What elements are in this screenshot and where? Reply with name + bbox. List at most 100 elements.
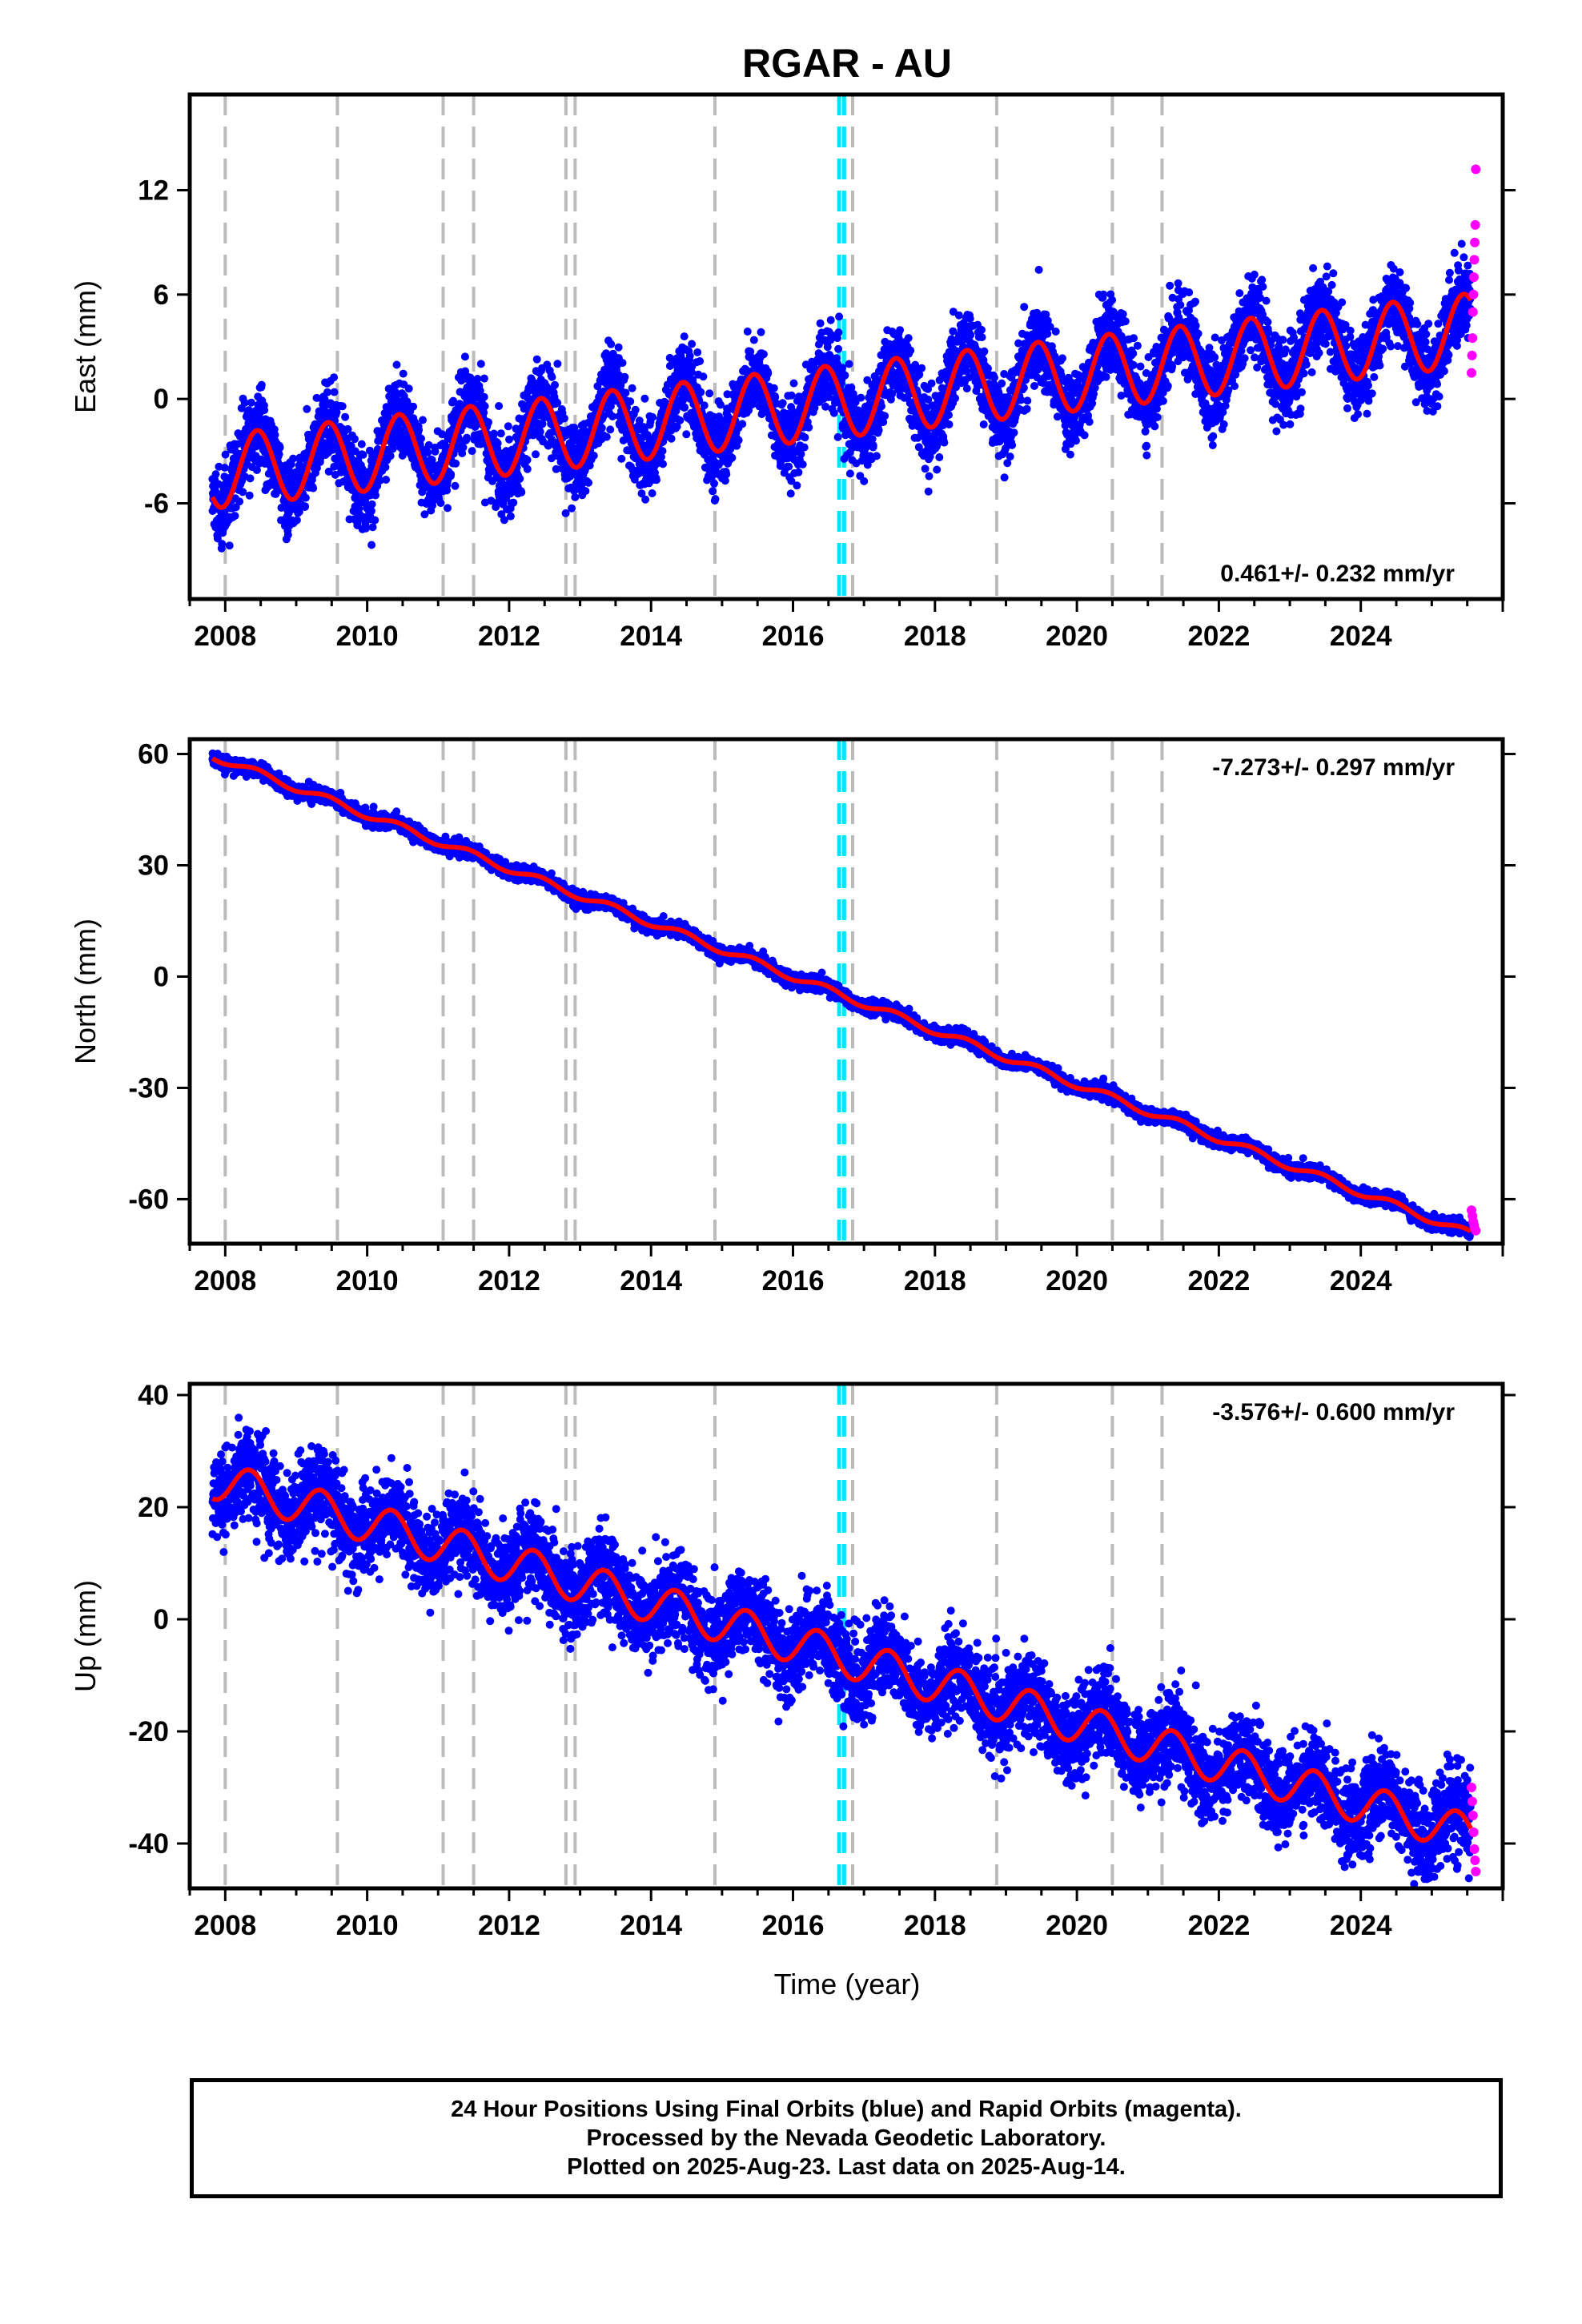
final-point (681, 403, 689, 412)
final-point (1163, 381, 1172, 390)
final-point (1133, 341, 1142, 350)
final-point (561, 509, 570, 517)
final-point (231, 503, 240, 512)
final-point (386, 452, 395, 460)
final-point (1102, 372, 1110, 381)
final-point (778, 399, 787, 408)
final-point (978, 333, 986, 342)
final-point (769, 384, 778, 392)
final-point (1129, 360, 1138, 369)
final-point (794, 468, 803, 476)
final-point (787, 391, 796, 400)
final-point (746, 348, 755, 356)
final-point (940, 438, 949, 447)
final-point (295, 508, 303, 516)
final-point (759, 350, 768, 359)
final-point (628, 384, 636, 392)
final-point (798, 460, 807, 468)
final-point (301, 502, 310, 511)
final-point (359, 450, 367, 459)
final-point (240, 398, 249, 407)
final-point (857, 393, 865, 402)
final-point (457, 373, 466, 382)
final-point (881, 412, 889, 420)
final-point (606, 425, 615, 434)
final-point (452, 459, 460, 468)
final-point (584, 478, 592, 487)
final-point (1043, 329, 1052, 338)
final-point (966, 331, 975, 340)
final-point (1023, 396, 1032, 405)
final-point (357, 440, 366, 448)
final-point (275, 443, 284, 452)
final-point (658, 447, 667, 456)
final-point (536, 428, 544, 436)
final-point (676, 416, 685, 424)
final-point (834, 328, 843, 337)
final-point (710, 479, 718, 488)
final-point (225, 541, 234, 550)
final-point (648, 412, 657, 421)
final-point (1108, 296, 1117, 304)
final-point (1142, 451, 1151, 460)
final-point (523, 456, 532, 464)
final-point (860, 476, 869, 485)
final-point (476, 360, 485, 368)
final-point (277, 504, 286, 512)
final-point (338, 402, 347, 411)
chart-title: RGAR - AU (742, 41, 952, 86)
final-point (845, 360, 853, 368)
final-point (332, 408, 341, 416)
final-point (617, 454, 626, 463)
final-point (323, 388, 331, 396)
final-point (568, 504, 576, 513)
final-point (743, 328, 752, 336)
final-point (500, 516, 508, 525)
final-point (699, 372, 708, 381)
final-point (1006, 452, 1014, 461)
final-point (480, 374, 488, 383)
final-point (834, 344, 843, 353)
final-point (246, 474, 255, 483)
final-point (538, 420, 547, 428)
final-point (688, 340, 697, 348)
final-point (618, 359, 627, 368)
final-point (757, 328, 765, 336)
final-point (245, 491, 254, 500)
final-point (990, 373, 998, 382)
final-point (368, 523, 377, 532)
final-point (626, 397, 635, 406)
final-point (532, 355, 541, 364)
final-point (447, 470, 456, 479)
final-point (800, 443, 809, 452)
final-point (551, 380, 559, 389)
final-point (480, 408, 488, 417)
final-point (620, 372, 629, 381)
plot-area (208, 94, 1481, 599)
final-point (869, 441, 877, 450)
final-point (303, 404, 311, 413)
final-point (597, 424, 606, 432)
final-point (257, 380, 266, 389)
final-point (581, 487, 590, 496)
final-point (553, 360, 562, 368)
final-point (1034, 265, 1043, 274)
final-point (607, 340, 616, 348)
final-point (979, 420, 988, 428)
east-panel: 2008 2010 2012 2014 2016 2018 2020 2022 20241260… (69, 92, 1516, 652)
final-point (711, 495, 720, 504)
final-point (841, 371, 849, 380)
final-point (872, 452, 881, 460)
final-point (424, 440, 433, 449)
final-point (438, 430, 447, 439)
final-point (1158, 396, 1167, 405)
final-point (343, 436, 351, 444)
final-point (1030, 382, 1038, 390)
final-point (271, 431, 279, 439)
final-point (473, 375, 482, 383)
final-point (341, 412, 350, 421)
final-point (399, 369, 408, 378)
final-point (420, 510, 429, 519)
final-point (1008, 440, 1017, 449)
final-point (490, 429, 498, 438)
